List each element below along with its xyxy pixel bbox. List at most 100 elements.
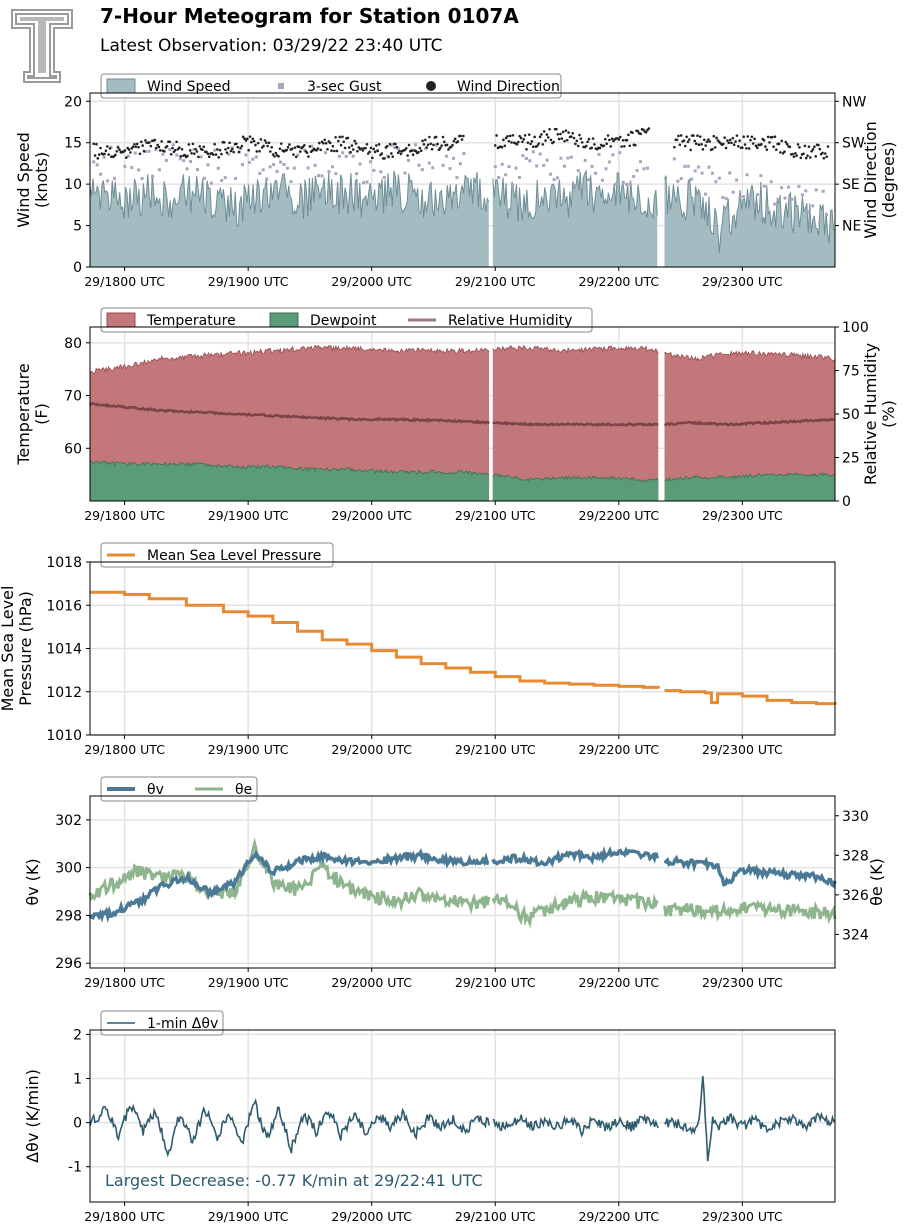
wind-direction-point	[103, 153, 106, 156]
wind-direction-point	[714, 146, 717, 149]
wind-direction-point	[516, 143, 519, 146]
gust-point	[407, 159, 410, 162]
wind-direction-point	[732, 137, 735, 140]
y-tick-label: 1018	[46, 555, 82, 571]
wind-direction-point	[503, 145, 506, 148]
wind-direction-point	[679, 143, 682, 146]
theta-v-line	[493, 850, 658, 865]
gust-point	[307, 166, 310, 169]
wind-direction-point	[429, 142, 432, 145]
wind-direction-point	[722, 143, 725, 146]
chart-wind: Wind Speed 3-sec Gust Wind Direction29/180…	[14, 74, 898, 289]
gust-point	[279, 161, 282, 164]
wind-direction-point	[772, 145, 775, 148]
wind-direction-point	[227, 147, 230, 150]
x-tick-label: 29/1800 UTC	[84, 975, 165, 990]
wind-direction-point	[565, 129, 568, 132]
wind-direction-point	[318, 142, 321, 145]
wind-direction-point	[144, 139, 147, 142]
gust-point	[431, 166, 434, 169]
y-tick-label: 1010	[46, 728, 82, 744]
wind-direction-point	[295, 156, 298, 159]
gust-point	[601, 179, 604, 182]
wind-direction-point	[202, 145, 205, 148]
wind-direction-point	[326, 148, 329, 151]
wind-direction-point	[673, 146, 676, 149]
y2-axis-label: (degrees)	[879, 142, 898, 219]
gust-point	[113, 177, 116, 180]
wind-direction-point	[631, 131, 634, 134]
wind-direction-point	[510, 141, 513, 144]
gust-point	[96, 163, 99, 166]
wind-direction-point	[181, 148, 184, 151]
wind-direction-point	[266, 145, 269, 148]
wind-direction-point	[330, 149, 333, 152]
wind-direction-point	[250, 141, 253, 144]
x-tick-label: 29/1900 UTC	[208, 742, 289, 757]
gust-point	[636, 169, 639, 172]
wind-direction-point	[400, 153, 403, 156]
gust-point	[141, 177, 144, 180]
gust-point	[566, 157, 569, 160]
theta-e-line	[665, 902, 836, 919]
wind-direction-point	[702, 148, 705, 151]
wind-direction-point	[194, 148, 197, 151]
wind-direction-point	[688, 138, 691, 141]
gust-point	[680, 177, 683, 180]
wind-direction-point	[351, 144, 354, 147]
wind-direction-point	[501, 146, 504, 149]
wind-direction-point	[342, 140, 345, 143]
wind-direction-point	[683, 139, 686, 142]
delta-theta-line	[90, 1101, 489, 1155]
gust-point	[341, 151, 344, 154]
wind-direction-point	[197, 156, 200, 159]
wind-direction-point	[715, 137, 718, 140]
gust-point	[497, 176, 500, 179]
wind-direction-point	[432, 144, 435, 147]
gust-point	[196, 168, 199, 171]
gust-point	[324, 151, 327, 154]
wind-direction-point	[420, 149, 423, 152]
x-tick-label: 29/2300 UTC	[702, 742, 783, 757]
wind-direction-point	[255, 150, 258, 153]
gust-point	[742, 195, 745, 198]
gust-point	[707, 166, 710, 169]
wind-direction-point	[223, 141, 226, 144]
wind-direction-point	[783, 150, 786, 153]
wind-direction-point	[226, 151, 229, 154]
wind-direction-point	[737, 145, 740, 148]
wind-direction-point	[821, 152, 824, 155]
wind-direction-point	[140, 140, 143, 143]
gust-point	[286, 167, 289, 170]
wind-direction-point	[298, 146, 301, 149]
gust-point	[289, 180, 292, 183]
wind-direction-point	[706, 141, 709, 144]
wind-direction-point	[766, 148, 769, 151]
gust-point	[158, 168, 161, 171]
gust-point	[262, 168, 265, 171]
wind-direction-point	[228, 141, 231, 144]
wind-direction-point	[648, 127, 651, 130]
wind-direction-point	[158, 146, 161, 149]
wind-direction-point	[262, 145, 265, 148]
wind-direction-point	[687, 141, 690, 144]
wind-direction-point	[143, 150, 146, 153]
wind-direction-point	[371, 157, 374, 160]
wind-direction-point	[608, 139, 611, 142]
gust-point	[714, 180, 717, 183]
pressure-line	[90, 592, 658, 688]
gust-point	[414, 143, 417, 146]
gust-point	[528, 159, 531, 162]
wind-direction-point	[340, 144, 343, 147]
gust-point	[269, 165, 272, 168]
gust-point	[770, 180, 773, 183]
wind-direction-point	[627, 133, 630, 136]
wind-direction-point	[521, 140, 524, 143]
wind-direction-point	[212, 153, 215, 156]
gust-point	[148, 150, 151, 153]
gust-point	[728, 171, 731, 174]
wind-direction-point	[571, 132, 574, 135]
wind-direction-point	[253, 140, 256, 143]
wind-direction-point	[457, 140, 460, 143]
wind-direction-point	[356, 150, 359, 153]
